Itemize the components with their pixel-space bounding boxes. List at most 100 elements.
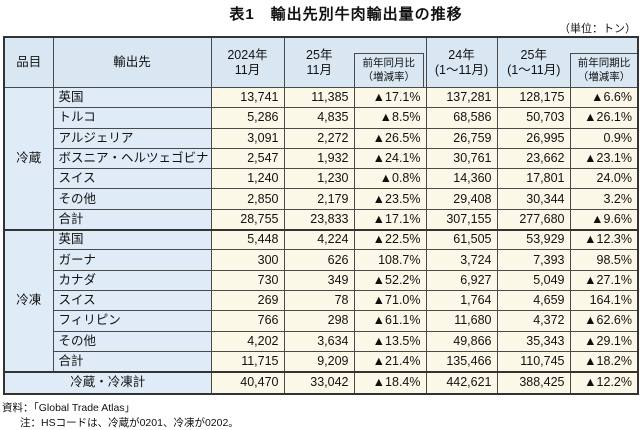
destination-cell: ボスニア・ヘルツェゴビナ — [52, 147, 212, 170]
value-cell: ▲23.1% — [569, 147, 639, 170]
value-cell: 3,724 — [425, 249, 498, 271]
value-cell: 14,360 — [425, 168, 498, 190]
value-cell: 53,929 — [496, 228, 571, 251]
footer: 資料：「Global Trade Atlas」 注：HSコードは、冷蔵が0201… — [2, 401, 239, 430]
value-cell: 1,932 — [283, 147, 355, 170]
destination-cell: ガーナ — [52, 249, 212, 271]
value-cell: 4,372 — [496, 310, 571, 332]
destination-cell: その他 — [52, 188, 212, 210]
destination-cell: スイス — [52, 168, 212, 190]
destination-cell: カナダ — [52, 269, 212, 291]
table-title: 表1 輸出先別牛肉輸出量の推移 — [229, 6, 463, 23]
value-cell: ▲9.6% — [569, 208, 639, 231]
table-row: ボスニア・ヘルツェゴビナ 2,547 1,932 ▲24.1% 30,761 2… — [4, 147, 639, 170]
value-cell: 2,850 — [210, 188, 285, 210]
header-nov-25: 25年 11月 — [283, 36, 354, 88]
destination-cell: 英国 — [52, 228, 212, 251]
value-cell: 35,343 — [496, 330, 571, 352]
hs-code-note: 注：HSコードは、冷蔵が0201、冷凍が0202。 — [20, 416, 239, 429]
value-cell: 164.1% — [569, 289, 639, 312]
item-cell-chilled: 冷蔵 — [3, 86, 54, 231]
value-cell: ▲13.5% — [353, 330, 427, 352]
value-cell: 7,393 — [496, 249, 571, 271]
value-cell: ▲26.5% — [353, 127, 427, 149]
value-cell: 28,755 — [210, 208, 285, 231]
value-cell: 17,801 — [496, 168, 571, 190]
unit-label: （単位：トン） — [559, 23, 636, 35]
header-yoy-box: 前年同期比 （増減率） — [570, 53, 637, 87]
value-cell: 61,505 — [425, 228, 498, 251]
value-cell: 442,621 — [425, 370, 498, 395]
value-cell: 1,240 — [210, 168, 285, 190]
value-cell: 3,634 — [283, 330, 355, 352]
value-cell: ▲62.6% — [569, 310, 639, 332]
table-row: フィリピン 766 298 ▲61.1% 11,680 4,372 ▲62.6% — [4, 310, 639, 332]
value-cell: 269 — [210, 289, 285, 312]
value-cell: 26,995 — [496, 127, 571, 149]
destination-cell: 英国 — [52, 86, 212, 109]
value-cell: 98.5% — [569, 249, 639, 271]
value-cell: 730 — [210, 269, 285, 291]
value-cell: ▲52.2% — [353, 269, 427, 291]
value-cell: 26,759 — [425, 127, 498, 149]
value-cell: 3,091 — [210, 127, 285, 149]
destination-cell: 合計 — [52, 350, 212, 373]
value-cell: 626 — [283, 249, 355, 271]
value-cell: 13,741 — [210, 86, 285, 109]
value-cell: 298 — [283, 310, 355, 332]
table-row-subtotal: 合計 28,755 23,833 ▲17.1% 307,155 277,680 … — [4, 208, 639, 231]
value-cell: ▲22.5% — [353, 228, 427, 251]
value-cell: 23,662 — [496, 147, 571, 170]
value-cell: ▲12.2% — [569, 370, 639, 395]
value-cell: ▲17.1% — [353, 86, 427, 109]
value-cell: 108.7% — [353, 249, 427, 271]
value-cell: ▲27.1% — [569, 269, 639, 291]
destination-cell: その他 — [52, 330, 212, 352]
table-row-grand-total: 冷蔵・冷凍計 40,470 33,042 ▲18.4% 442,621 388,… — [3, 370, 639, 395]
value-cell: 4,202 — [210, 330, 285, 352]
value-cell: 78 — [283, 289, 355, 312]
header-24-range: 24年 (1～11月) — [425, 36, 498, 88]
value-cell: 110,745 — [496, 350, 571, 373]
value-cell: 4,224 — [283, 228, 355, 251]
value-cell: 11,680 — [425, 310, 498, 332]
header-row: 品目 輸出先 2024年 11月 25年 11月 前年同月比 （増減率） 24年… — [3, 36, 639, 88]
value-cell: 766 — [210, 310, 285, 332]
table-row-subtotal: 合計 11,715 9,209 ▲21.4% 135,466 110,745 ▲… — [4, 350, 639, 373]
value-cell: 349 — [283, 269, 355, 291]
value-cell: 9,209 — [283, 350, 355, 373]
value-cell: ▲29.1% — [569, 330, 639, 352]
header-nov-2024: 2024年 11月 — [210, 36, 285, 88]
value-cell: ▲12.3% — [569, 228, 639, 251]
value-cell: ▲23.5% — [353, 188, 427, 210]
value-cell: 307,155 — [425, 208, 498, 231]
table-row: 冷凍 英国 5,448 4,224 ▲22.5% 61,505 53,929 ▲… — [3, 228, 639, 373]
value-cell: 5,049 — [496, 269, 571, 291]
value-cell: ▲6.6% — [569, 86, 639, 109]
value-cell: 24.0% — [569, 168, 639, 190]
value-cell: 11,715 — [210, 350, 285, 373]
value-cell: 50,703 — [496, 107, 571, 129]
value-cell: ▲0.8% — [353, 168, 427, 190]
source-note: 資料：「Global Trade Atlas」 — [2, 402, 136, 414]
destination-cell: 合計 — [52, 208, 212, 231]
table-row: トルコ 5,286 4,835 ▲8.5% 68,586 50,703 ▲26.… — [4, 107, 639, 129]
value-cell: 4,835 — [283, 107, 355, 129]
destination-cell: アルジェリア — [52, 127, 212, 149]
value-cell: 1,764 — [425, 289, 498, 312]
value-cell: 2,272 — [283, 127, 355, 149]
item-cell-frozen: 冷凍 — [3, 228, 54, 373]
value-cell: ▲8.5% — [353, 107, 427, 129]
value-cell: 5,448 — [210, 228, 285, 251]
value-cell: 135,466 — [425, 350, 498, 373]
value-cell: ▲18.4% — [353, 370, 427, 395]
table-row: その他 2,850 2,179 ▲23.5% 29,408 30,344 3.2… — [4, 188, 639, 210]
value-cell: 30,344 — [496, 188, 571, 210]
table-row: ガーナ 300 626 108.7% 3,724 7,393 98.5% — [4, 249, 639, 271]
header-25-range: 25年 (1～11月) — [496, 36, 570, 88]
value-cell: ▲71.0% — [353, 289, 427, 312]
table-row: アルジェリア 3,091 2,272 ▲26.5% 26,759 26,995 … — [4, 127, 639, 149]
value-cell: 277,680 — [496, 208, 571, 231]
value-cell: ▲24.1% — [353, 147, 427, 170]
value-cell: 128,175 — [496, 86, 571, 109]
